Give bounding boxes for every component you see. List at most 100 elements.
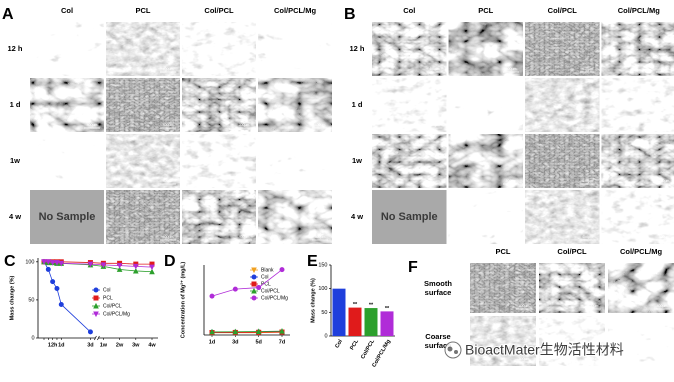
legend-marker <box>251 281 257 287</box>
x-tick-label: PCL <box>349 338 360 351</box>
row-label: 1 d <box>352 100 363 109</box>
scale-bar-label: 400μm <box>315 179 326 183</box>
y-tick-label: 100 <box>25 259 34 265</box>
data-point <box>58 301 64 307</box>
legend-marker <box>93 302 99 309</box>
no-sample-label: No Sample <box>39 211 96 223</box>
panel-letter: F <box>408 259 418 276</box>
sem-texture <box>182 190 256 244</box>
sem-texture <box>258 190 332 244</box>
series-line <box>211 330 283 333</box>
sem-texture <box>608 316 674 366</box>
x-tick-label: 1d <box>209 339 215 345</box>
legend-marker <box>251 274 257 280</box>
scale-bar-label: 400μm <box>519 304 530 308</box>
scale-bar-label: 400μm <box>429 67 440 71</box>
panel-letter: E <box>307 253 318 270</box>
data-point <box>45 266 51 272</box>
data-point <box>209 293 215 299</box>
scale-bar-label: 400μm <box>506 235 517 239</box>
row-label: 4 w <box>9 212 21 221</box>
y-tick-label: 150 <box>318 262 327 268</box>
data-point <box>50 279 56 285</box>
sem-image: 400μm <box>470 316 536 366</box>
row-label: surface <box>425 341 452 350</box>
legend-label: PCL <box>261 281 271 287</box>
scale-bar-label: 400μm <box>87 67 98 71</box>
sem-texture <box>106 78 180 132</box>
scale-bar-label: 400μm <box>659 235 670 239</box>
sem-image: 400μm <box>182 22 256 76</box>
sem-texture <box>601 22 674 76</box>
data-point <box>41 259 47 265</box>
series-line <box>43 261 91 333</box>
y-tick-label: 100 <box>318 286 327 292</box>
sem-image: 400μm <box>448 190 523 244</box>
no-sample-label: No Sample <box>381 211 438 223</box>
data-point <box>232 286 238 292</box>
scale-bar-label: 400μm <box>87 123 98 127</box>
sem-image: 400μm <box>182 190 256 244</box>
data-point <box>256 285 262 291</box>
watermark-icon <box>447 346 453 352</box>
scale-bar-label: 400μm <box>519 357 530 361</box>
sem-texture <box>106 134 180 188</box>
scale-bar-label: 400μm <box>239 179 250 183</box>
row-label: 1w <box>352 156 362 165</box>
axis-break <box>94 335 97 341</box>
significance-label: ** <box>385 306 390 312</box>
series-line <box>44 261 153 268</box>
sem-image: 400μm <box>448 78 523 132</box>
sem-image: 400μm <box>525 134 600 188</box>
sem-texture <box>470 316 536 366</box>
sem-texture <box>30 22 104 76</box>
bar <box>332 288 346 336</box>
data-point <box>116 266 123 272</box>
legend-marker <box>93 295 99 301</box>
scale-bar-label: 400μm <box>239 67 250 71</box>
x-tick-label: 1w <box>100 342 108 348</box>
sem-texture <box>525 22 600 76</box>
bar <box>380 311 394 336</box>
scale-bar-label: 400μm <box>588 357 599 361</box>
scale-bar-label: 400μm <box>163 67 174 71</box>
data-point <box>279 267 285 273</box>
sem-texture <box>258 22 332 76</box>
no-sample-box <box>30 190 104 244</box>
column-header: Col/PCL <box>548 6 578 15</box>
x-tick-label: Col/PCL <box>360 338 376 360</box>
y-tick-label: 50 <box>28 297 34 303</box>
scale-bar-label: 400μm <box>582 179 593 183</box>
x-tick-label: 2w <box>116 342 124 348</box>
row-label: Smooth <box>424 279 452 288</box>
sem-image: 400μm <box>258 134 332 188</box>
bar <box>364 308 378 336</box>
legend-marker <box>251 287 257 294</box>
legend-label: Col/PCL <box>103 303 122 309</box>
y-axis-label: Concentration of Mg²⁺ (mg/L) <box>179 262 186 339</box>
sem-image: 400μm <box>539 316 605 366</box>
x-tick-label: 5d <box>255 339 261 345</box>
row-label: 4 w <box>351 212 363 221</box>
data-point <box>100 262 107 268</box>
legend-marker <box>251 267 257 274</box>
data-point <box>54 285 60 291</box>
sem-image: 400μm <box>258 78 332 132</box>
scale-bar-label: 400μm <box>657 357 668 361</box>
data-point <box>132 267 139 274</box>
scale-bar-label: 400μm <box>429 123 440 127</box>
sem-texture <box>525 78 600 132</box>
x-tick-label: 3d <box>232 339 238 345</box>
x-tick-label: 3w <box>132 342 140 348</box>
sem-texture <box>539 316 605 366</box>
column-header: PCL <box>496 247 511 256</box>
legend-label: Blank <box>261 267 274 273</box>
sem-texture <box>448 190 523 244</box>
sem-texture <box>182 78 256 132</box>
legend-marker <box>93 287 99 293</box>
scale-bar-label: 400μm <box>163 235 174 239</box>
x-tick-label: 12h <box>48 342 58 348</box>
sem-texture <box>30 78 104 132</box>
sem-texture <box>448 78 523 132</box>
